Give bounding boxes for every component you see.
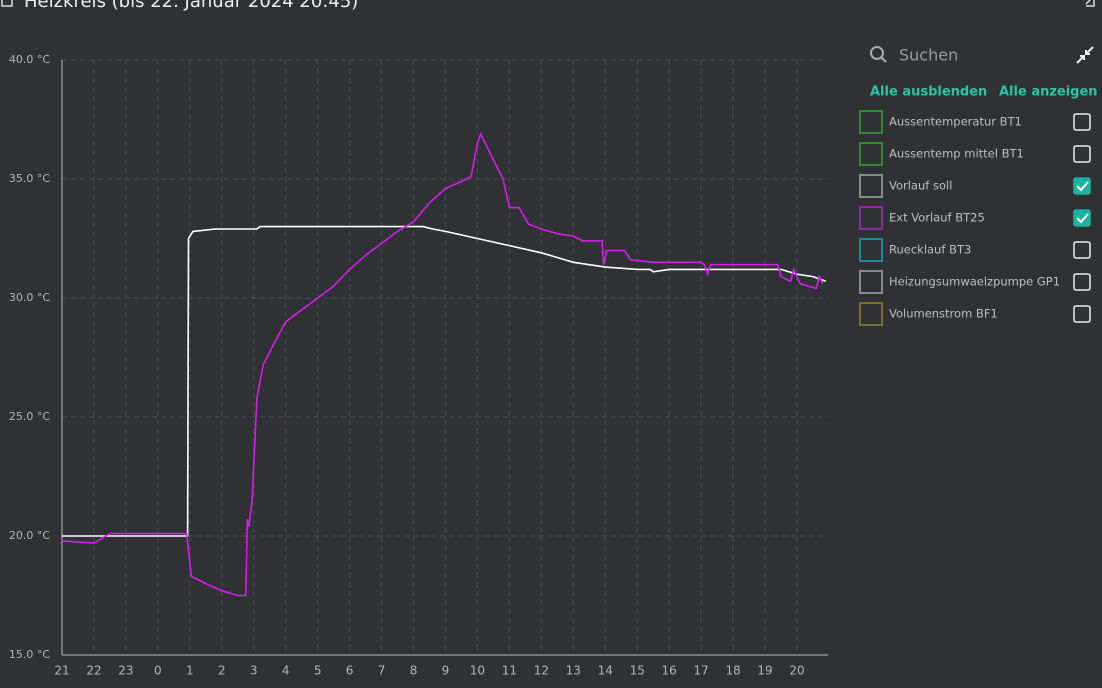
fullscreen-icon[interactable] (1085, 0, 1095, 7)
legend-swatch (859, 174, 883, 198)
series-line (62, 225, 827, 537)
legend-swatch (859, 142, 883, 166)
x-tick-label: 16 (662, 664, 677, 678)
legend-label[interactable]: Vorlauf soll (889, 179, 952, 193)
x-tick-label: 19 (757, 664, 772, 678)
legend-checkbox[interactable] (1073, 113, 1091, 131)
y-tick-label: 35.0 °C (9, 172, 50, 185)
x-tick-label: 10 (470, 664, 485, 678)
x-tick-label: 17 (693, 664, 708, 678)
x-tick-label: 13 (566, 664, 581, 678)
legend-label[interactable]: Ext Vorlauf BT25 (889, 211, 985, 225)
x-tick-label: 22 (86, 664, 101, 678)
legend-label[interactable]: Volumenstrom BF1 (889, 307, 998, 321)
x-tick-label: 15 (630, 664, 645, 678)
x-tick-label: 5 (314, 664, 322, 678)
legend-label[interactable]: Ruecklauf BT3 (889, 243, 971, 257)
x-tick-label: 8 (410, 664, 418, 678)
export-icon[interactable] (1, 0, 13, 7)
x-tick-label: 18 (725, 664, 740, 678)
legend-checkbox[interactable] (1073, 177, 1091, 195)
y-tick-label: 30.0 °C (9, 291, 50, 304)
legend-label[interactable]: Aussentemp mittel BT1 (889, 147, 1024, 161)
x-tick-label: 4 (282, 664, 290, 678)
collapse-icon[interactable] (1076, 46, 1094, 64)
legend-checkbox[interactable] (1073, 241, 1091, 259)
x-tick-label: 2 (218, 664, 226, 678)
series-line (61, 131, 824, 597)
search-input[interactable]: Suchen (899, 46, 958, 65)
legend-swatch (859, 270, 883, 294)
y-tick-label: 15.0 °C (9, 648, 50, 661)
check-mark (1076, 213, 1089, 224)
legend-checkbox[interactable] (1073, 305, 1091, 323)
x-tick-label: 12 (534, 664, 549, 678)
legend-label[interactable]: Aussentemperatur BT1 (889, 115, 1022, 129)
x-tick-label: 14 (598, 664, 613, 678)
x-tick-label: 9 (442, 664, 450, 678)
x-tick-label: 23 (118, 664, 133, 678)
x-tick-label: 6 (346, 664, 354, 678)
check-mark (1076, 181, 1089, 192)
x-tick-label: 3 (250, 664, 258, 678)
legend-checkbox[interactable] (1073, 273, 1091, 291)
legend-swatch (859, 206, 883, 230)
hide-all-button[interactable]: Alle ausblenden (870, 85, 987, 100)
y-tick-label: 25.0 °C (9, 410, 50, 423)
chart-title: Heizkreis (bis 22. Januar 2024 20:45) (24, 0, 358, 12)
search-icon (870, 46, 884, 60)
show-all-button[interactable]: Alle anzeigen (999, 85, 1098, 100)
legend-label[interactable]: Heizungsumwaelzpumpe GP1 (889, 275, 1060, 289)
x-tick-label: 0 (154, 664, 162, 678)
legend-checkbox[interactable] (1073, 209, 1091, 227)
legend-swatch (859, 238, 883, 262)
x-tick-label: 20 (789, 664, 804, 678)
x-tick-label: 1 (186, 664, 194, 678)
legend-swatch (859, 302, 883, 326)
x-tick-label: 7 (378, 664, 386, 678)
y-tick-label: 20.0 °C (9, 529, 50, 542)
y-tick-label: 40.0 °C (9, 53, 50, 66)
search-icon (880, 56, 887, 63)
x-tick-label: 21 (54, 664, 69, 678)
legend-swatch (859, 110, 883, 134)
legend-checkbox[interactable] (1073, 145, 1091, 163)
x-tick-label: 11 (502, 664, 517, 678)
